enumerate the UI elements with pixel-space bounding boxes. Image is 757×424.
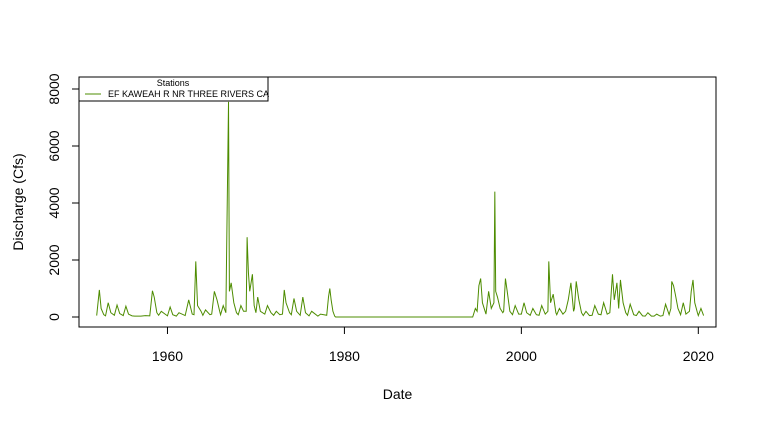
legend-title: Stations [157,78,190,88]
y-axis-label: Discharge (Cfs) [10,153,26,250]
x-axis-label: Date [383,386,413,402]
y-tick-label: 6000 [46,130,62,161]
y-tick-label: 2000 [46,244,62,275]
x-tick-label: 1980 [329,348,360,364]
plot-frame [78,76,717,328]
y-tick-label: 0 [46,313,62,321]
legend: Stations EF KAWEAH R NR THREE RIVERS CA [78,76,269,102]
y-axis: 0 2000 4000 6000 8000 [46,73,80,321]
x-tick-label: 2020 [683,348,714,364]
legend-box [78,76,269,102]
x-tick-label: 1960 [152,348,183,364]
x-tick-label: 2000 [506,348,537,364]
x-axis: 1960 1980 2000 2020 [152,326,714,364]
y-tick-label: 4000 [46,187,62,218]
y-tick-label: 8000 [46,73,62,104]
legend-entry-label: EF KAWEAH R NR THREE RIVERS CA [108,89,269,99]
series-line [96,101,705,318]
